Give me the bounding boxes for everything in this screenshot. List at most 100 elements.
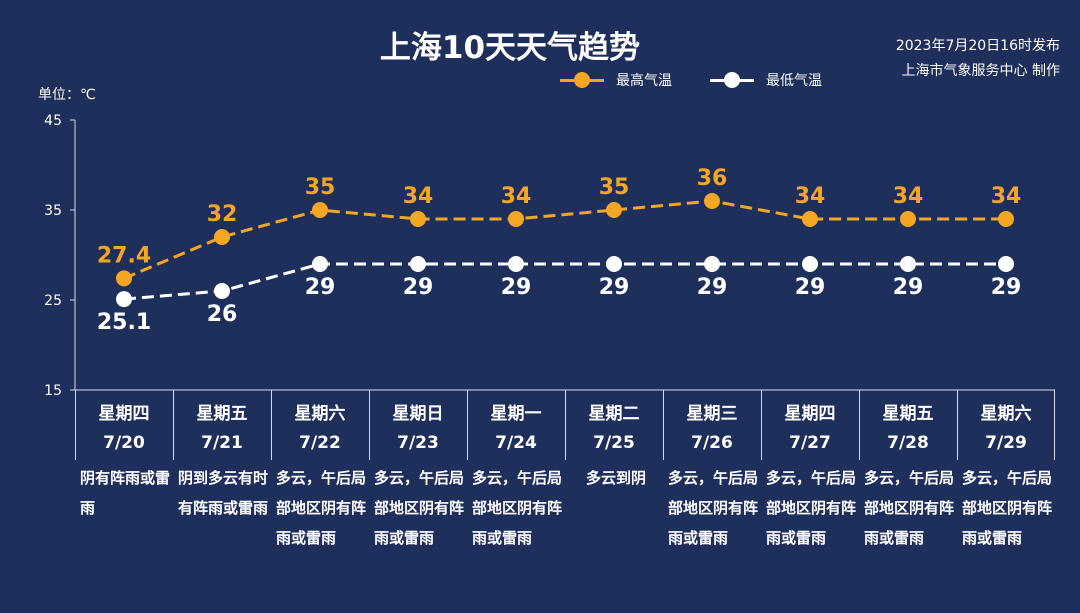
legend-label-low: 最低气温 [766, 73, 822, 89]
day-header-row: 星期四 7/20 星期五 7/21 星期六 7/22 星期日 7/23 星期一 7/24 星期二 7/… [75, 390, 1055, 460]
day-header: 星期六 7/29 [957, 390, 1055, 460]
day-header: 星期二 7/25 [565, 390, 663, 460]
legend-label-high: 最高气温 [616, 73, 672, 89]
publisher: 上海市气象服务中心 制作 [901, 63, 1060, 79]
data-label-high: 27.4 [97, 243, 151, 268]
point-low [704, 256, 720, 272]
data-label-low: 29 [599, 275, 630, 300]
date-label: 7/23 [397, 433, 439, 453]
unit-label: 单位：℃ [38, 87, 96, 103]
data-label-low: 29 [697, 275, 728, 300]
weekday-label: 星期六 [294, 404, 346, 424]
point-low [116, 291, 132, 308]
day-divider [173, 390, 174, 460]
day-divider [271, 390, 272, 460]
publish-info: 2023年7月20日16时发布 上海市气象服务中心 制作 [896, 34, 1060, 84]
day-divider [663, 390, 664, 460]
day-header: 星期五 7/28 [859, 390, 957, 460]
day-header: 星期一 7/24 [467, 390, 565, 460]
date-label: 7/22 [299, 433, 341, 453]
legend-dot-low [724, 72, 740, 88]
weather-description: 多云，午后局部地区阴有阵雨或雷雨 [864, 469, 955, 547]
date-label: 7/20 [103, 433, 145, 453]
point-high [214, 229, 230, 245]
data-label-high: 34 [991, 184, 1022, 209]
weekday-label: 星期五 [196, 404, 248, 424]
weather-description: 多云，午后局部地区阴有阵雨或雷雨 [472, 469, 563, 547]
point-low [312, 256, 328, 272]
day-header: 星期四 7/27 [761, 390, 859, 460]
weekday-label: 星期二 [588, 404, 640, 424]
day-divider [859, 390, 860, 460]
point-low [802, 256, 818, 272]
day-header: 星期日 7/23 [369, 390, 467, 460]
point-low [606, 256, 622, 272]
weekday-label: 星期一 [490, 404, 542, 424]
data-label-high: 32 [207, 202, 238, 227]
day-divider [369, 390, 370, 460]
y-tick-label: 35 [44, 203, 62, 219]
point-high [606, 202, 622, 218]
point-high [116, 270, 132, 287]
point-high [998, 211, 1014, 227]
day-divider [957, 390, 958, 460]
weather-description: 多云，午后局部地区阴有阵雨或雷雨 [962, 469, 1053, 547]
weekday-label: 星期日 [392, 404, 444, 424]
series-line-high [123, 199, 1006, 280]
day-header: 星期五 7/21 [173, 390, 271, 460]
point-high [410, 211, 426, 227]
point-high [312, 202, 328, 218]
legend-swatch-high [560, 70, 604, 90]
legend-dot-high [574, 72, 590, 88]
data-label-high: 34 [403, 184, 434, 209]
chart-title: 上海10天天气趋势 [379, 30, 641, 66]
point-high [508, 211, 524, 227]
weather-description: 阴有阵雨或雷雨 [80, 469, 171, 517]
day-divider [1054, 390, 1055, 460]
weekday-label: 星期四 [98, 404, 150, 424]
point-low [410, 256, 426, 272]
data-label-low: 29 [403, 275, 434, 300]
point-low [214, 283, 230, 299]
data-label-high: 34 [501, 184, 532, 209]
date-label: 7/24 [495, 433, 537, 453]
data-label-high: 36 [697, 166, 728, 191]
date-label: 7/25 [593, 433, 635, 453]
weekday-label: 星期三 [686, 404, 738, 424]
point-high [900, 211, 916, 227]
date-label: 7/21 [201, 433, 243, 453]
point-high [704, 193, 720, 209]
point-low [508, 256, 524, 272]
data-label-low: 29 [305, 275, 336, 300]
data-label-low: 29 [893, 275, 924, 300]
day-divider [565, 390, 566, 460]
date-label: 7/29 [985, 433, 1027, 453]
date-label: 7/28 [887, 433, 929, 453]
data-label-high: 34 [795, 184, 826, 209]
data-label-low: 29 [795, 275, 826, 300]
point-low [998, 256, 1014, 272]
day-divider [761, 390, 762, 460]
day-header: 星期六 7/22 [271, 390, 369, 460]
date-label: 7/27 [789, 433, 831, 453]
data-label-low: 25.1 [97, 310, 151, 335]
data-label-high: 35 [305, 175, 336, 200]
series-line-low [123, 262, 1006, 301]
day-divider [467, 390, 468, 460]
weekday-label: 星期五 [882, 404, 934, 424]
data-label-low: 26 [207, 302, 238, 327]
legend-item-low: 最低气温 [710, 70, 822, 90]
y-tick-label: 45 [44, 113, 62, 129]
data-label-high: 35 [599, 175, 630, 200]
weather-description: 多云，午后局部地区阴有阵雨或雷雨 [766, 469, 857, 547]
weekday-label: 星期六 [980, 404, 1032, 424]
legend-item-high: 最高气温 [560, 70, 672, 90]
weather-description: 多云，午后局部地区阴有阵雨或雷雨 [374, 469, 465, 547]
weather-description: 阴到多云有时有阵雨或雷雨 [178, 469, 269, 517]
data-label-low: 29 [501, 275, 532, 300]
weather-description: 多云，午后局部地区阴有阵雨或雷雨 [276, 469, 367, 547]
y-tick-label: 25 [44, 293, 62, 309]
date-label: 7/26 [691, 433, 733, 453]
point-low [900, 256, 916, 272]
data-label-low: 29 [991, 275, 1022, 300]
